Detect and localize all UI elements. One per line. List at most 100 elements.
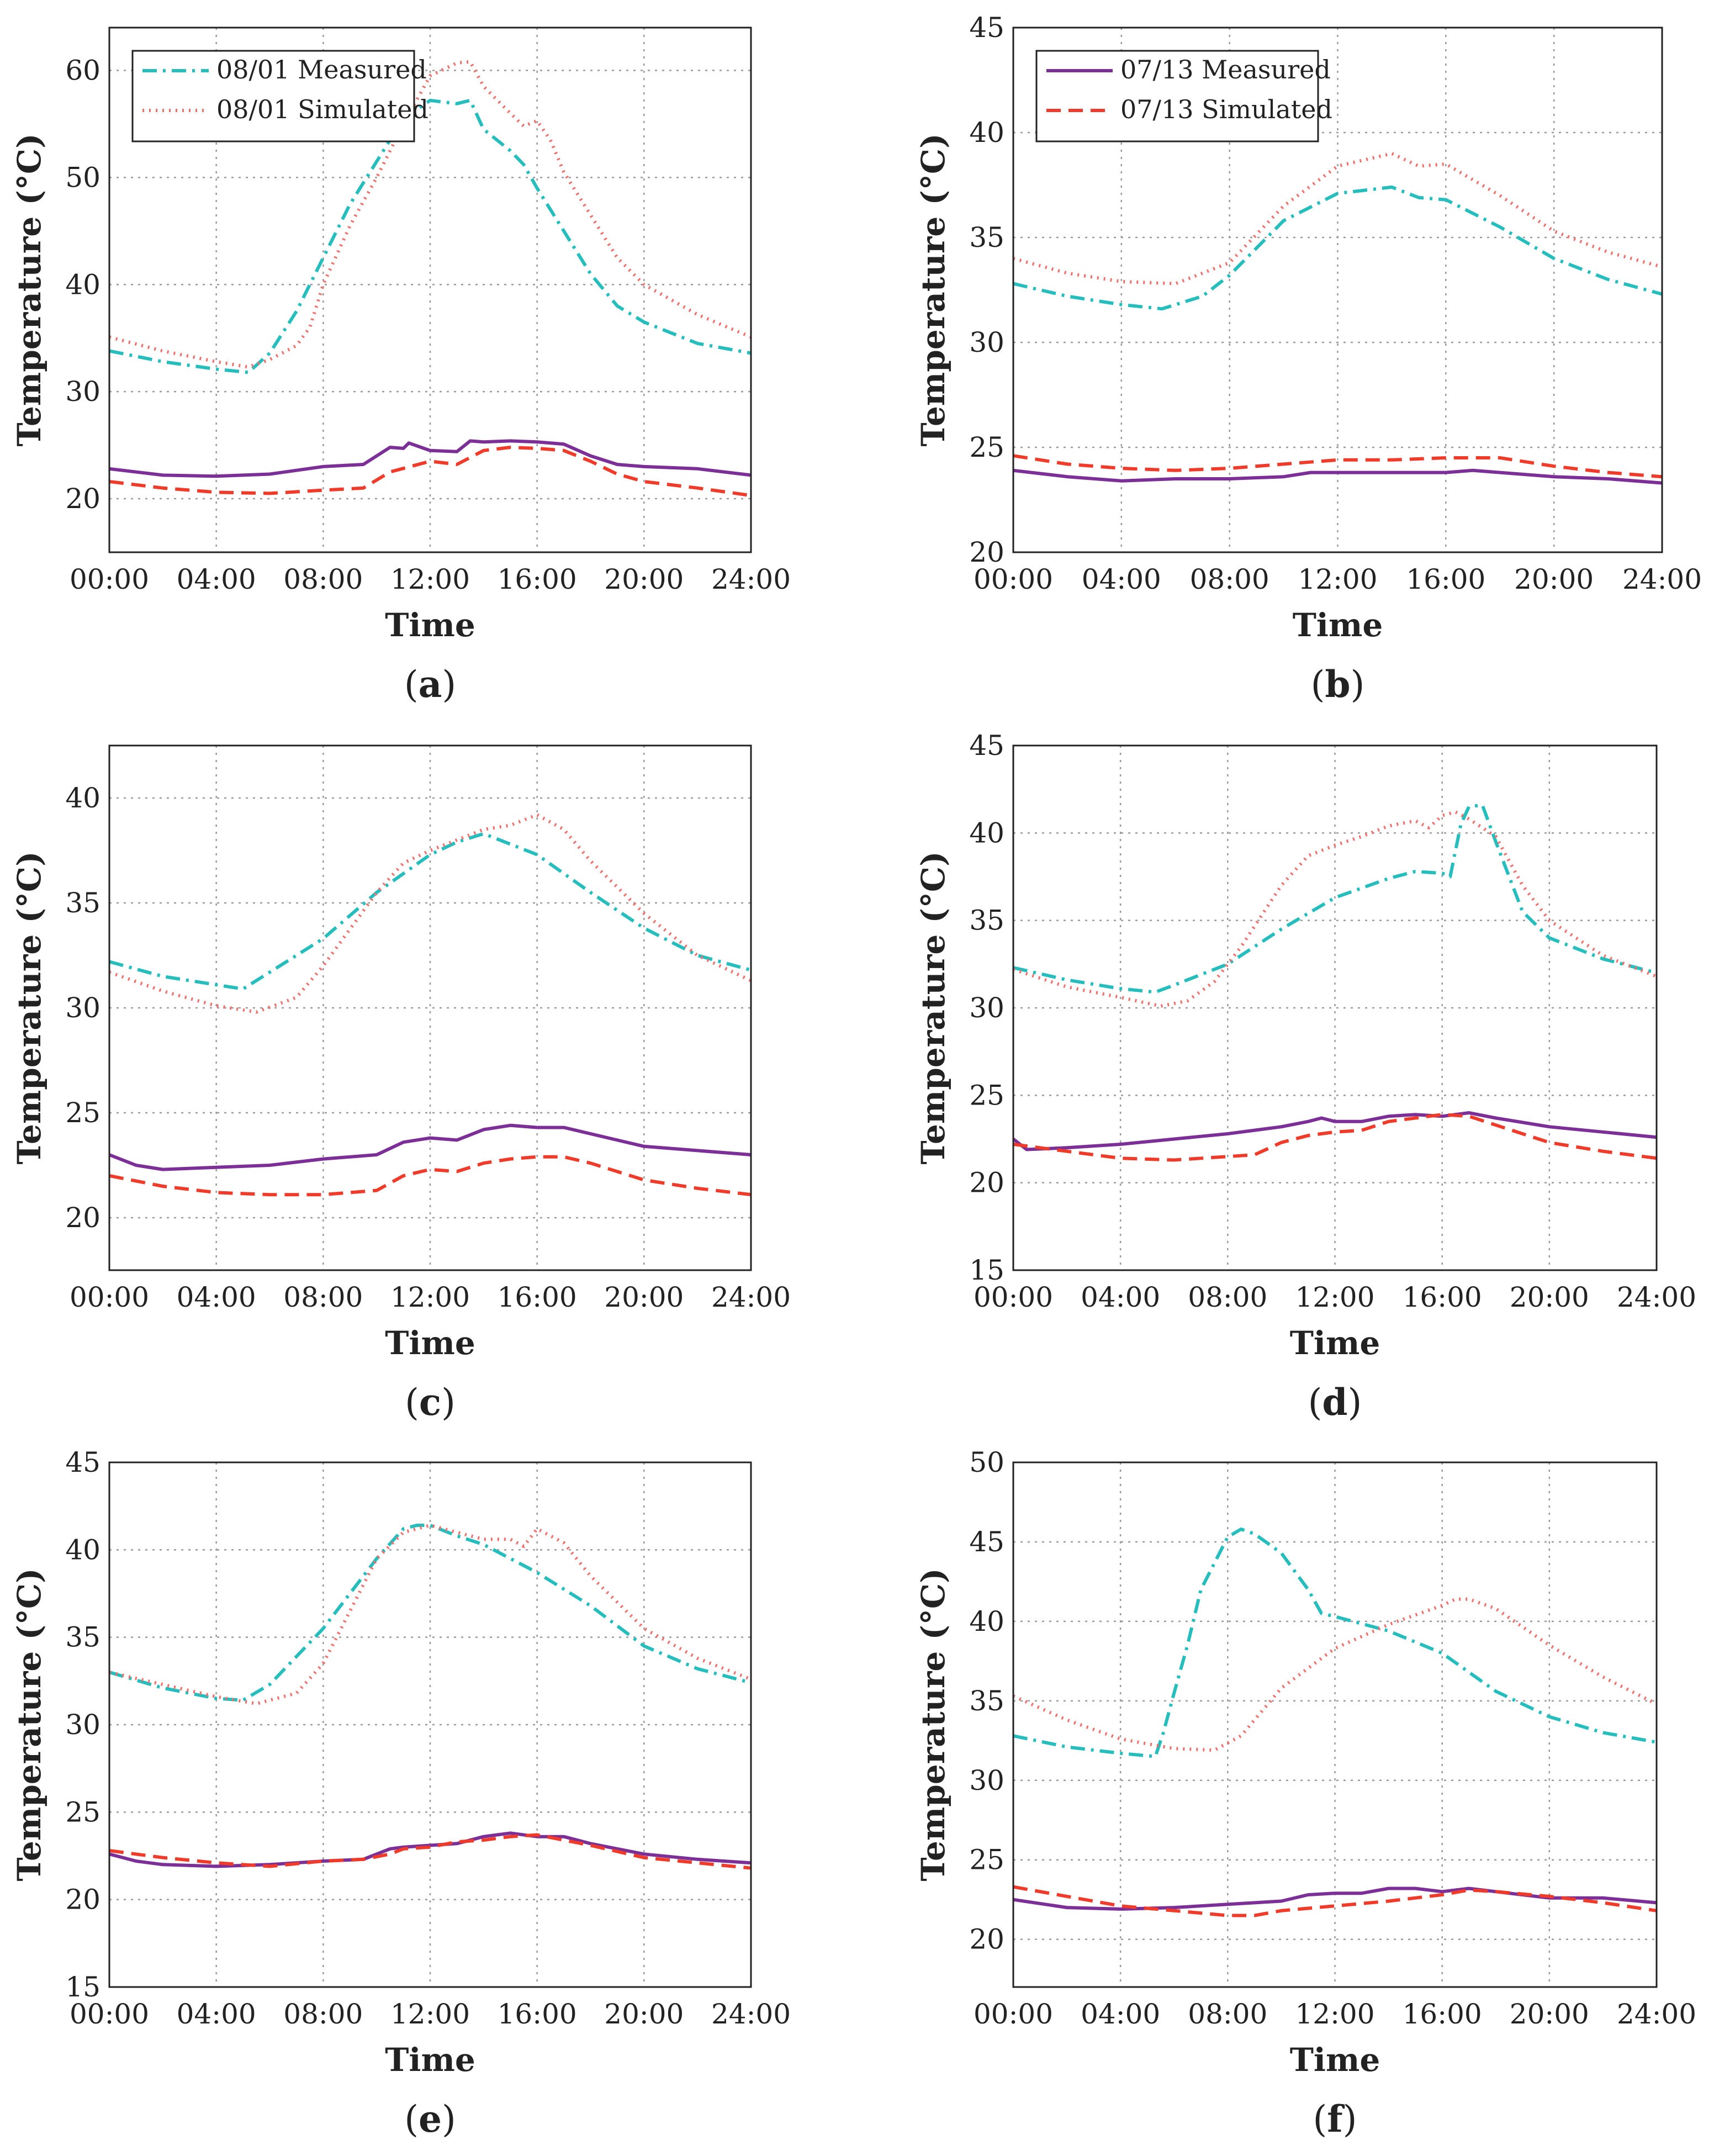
x-tick-label: 04:00 (1081, 1281, 1160, 1313)
panel-caption: (f) (1313, 2097, 1357, 2141)
series-line (109, 98, 751, 374)
y-tick-label: 30 (969, 992, 1004, 1024)
x-tick-label: 04:00 (177, 1998, 256, 2030)
caption-paren: ) (442, 2098, 456, 2141)
caption-letter: f (1327, 2097, 1345, 2141)
y-tick-label: 25 (969, 431, 1004, 463)
x-tick-label: 04:00 (177, 1281, 256, 1313)
y-tick-label: 20 (969, 536, 1004, 568)
x-tick-label: 16:00 (498, 1998, 577, 2030)
y-tick-label: 40 (65, 1534, 100, 1566)
caption-paren: ) (1343, 2098, 1357, 2141)
caption-paren: ) (441, 1381, 456, 1424)
y-axis-label: Temperature (°C) (10, 133, 48, 446)
y-tick-label: 35 (969, 221, 1004, 253)
y-tick-label: 40 (969, 1605, 1004, 1637)
series-line (1013, 152, 1662, 286)
y-axis-label: Temperature (°C) (10, 1568, 48, 1881)
y-tick-label: 25 (969, 1844, 1004, 1876)
caption-paren: ) (1348, 1381, 1362, 1424)
y-tick-label: 30 (65, 992, 100, 1024)
caption-paren: ( (404, 2098, 419, 2141)
plot-frame (108, 27, 752, 553)
y-axis-label: Temperature (°C) (914, 133, 952, 446)
series-line (109, 1524, 751, 1702)
x-tick-label: 08:00 (1188, 1281, 1267, 1313)
caption-paren: ( (1311, 663, 1325, 706)
y-tick-label: 30 (969, 1764, 1004, 1796)
x-tick-label: 12:00 (390, 1998, 470, 2030)
legend-box (1035, 50, 1319, 142)
x-tick-label: 00:00 (70, 1281, 149, 1313)
y-axis-label: Temperature (°C) (914, 1568, 952, 1881)
y-tick-label: 25 (969, 1079, 1004, 1111)
y-axis-label: Temperature (°C) (10, 851, 48, 1164)
plot-frame (1012, 744, 1658, 1271)
x-tick-label: 16:00 (1403, 1998, 1482, 2030)
x-tick-label: 00:00 (974, 563, 1053, 595)
legend: 08/01 Measured 08/01 Simulated (131, 50, 428, 142)
x-tick-label: 08:00 (283, 1998, 363, 2030)
legend-box (131, 50, 415, 142)
caption-letter: d (1322, 1381, 1347, 1424)
caption-letter: a (419, 663, 442, 706)
panel-caption: (b) (1311, 663, 1365, 706)
caption-paren: ( (405, 1381, 419, 1424)
y-tick-label: 40 (969, 117, 1004, 149)
x-axis-label: Time (1293, 606, 1383, 644)
x-tick-label: 24:00 (1617, 1281, 1696, 1313)
y-tick-label: 45 (969, 12, 1004, 44)
x-tick-label: 08:00 (283, 1281, 363, 1313)
y-tick-label: 15 (969, 1254, 1004, 1286)
series-line (1013, 1885, 1657, 1917)
chart-panel-f: 00:00 04:00 08:00 12:00 16:00 20:00 24:00 20 25 3… (914, 1446, 1696, 2141)
series-line (1013, 803, 1657, 994)
y-tick-label: 40 (969, 817, 1004, 849)
y-tick-label: 40 (65, 782, 100, 814)
x-tick-label: 16:00 (1403, 1281, 1482, 1313)
series-line (1013, 810, 1657, 1008)
series-line (1013, 454, 1662, 479)
series-group (1013, 1527, 1657, 1917)
y-tick-label: 25 (65, 1097, 100, 1129)
series-group (1013, 152, 1662, 485)
y-tick-label: 20 (65, 1884, 100, 1916)
plot-frame (108, 744, 752, 1271)
x-tick-label: 20:00 (1510, 1998, 1589, 2030)
y-tick-label: 25 (65, 1796, 100, 1828)
x-tick-label: 24:00 (711, 563, 791, 595)
series-group (1013, 803, 1657, 1162)
x-tick-label: 04:00 (1081, 1998, 1160, 2030)
series-line (109, 1831, 751, 1868)
panel-caption: (d) (1308, 1381, 1362, 1424)
y-tick-label: 20 (65, 1202, 100, 1234)
series-line (109, 832, 751, 991)
x-tick-label: 24:00 (1617, 1998, 1696, 2030)
y-axis-label: Temperature (°C) (914, 851, 952, 1164)
series-line (109, 1155, 751, 1197)
x-tick-label: 00:00 (70, 563, 149, 595)
x-axis-label: Time (385, 2041, 475, 2079)
y-tick-label: 60 (65, 55, 100, 87)
x-tick-label: 12:00 (390, 1281, 470, 1313)
caption-letter: b (1325, 663, 1350, 706)
y-tick-label: 35 (969, 1685, 1004, 1717)
x-tick-label: 16:00 (498, 1281, 577, 1313)
plot-frame (1012, 27, 1663, 553)
chart-panel-b: 00:00 04:00 08:00 12:00 16:00 20:00 24:00 20 25 3… (914, 12, 1702, 706)
y-tick-label: 30 (65, 1709, 100, 1741)
x-tick-label: 20:00 (604, 1281, 684, 1313)
y-tick-label: 20 (969, 1924, 1004, 1956)
plot-frame (1012, 1461, 1658, 1988)
chart-panel-c: 00:00 04:00 08:00 12:00 16:00 20:00 24:00 20 25 3… (10, 744, 791, 1424)
series-line (109, 439, 751, 478)
x-tick-label: 00:00 (974, 1281, 1053, 1313)
series-line (1013, 468, 1662, 485)
x-tick-label: 24:00 (711, 1998, 791, 2030)
y-tick-label: 35 (65, 887, 100, 919)
y-tick-label: 15 (65, 1971, 100, 2003)
x-tick-label: 16:00 (498, 563, 577, 595)
x-tick-label: 20:00 (604, 563, 684, 595)
y-tick-label: 45 (969, 730, 1004, 762)
